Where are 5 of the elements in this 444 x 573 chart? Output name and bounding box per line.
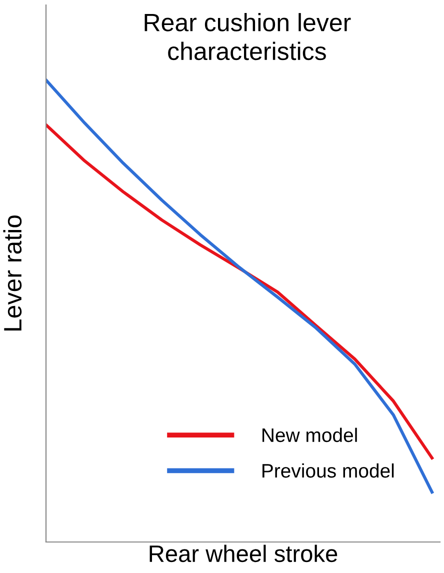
legend-label: Previous model	[262, 463, 394, 478]
y-axis-title: Lever ratio	[3, 215, 22, 330]
x-axis-title: Rear wheel stroke	[150, 544, 338, 562]
legend-label: New model	[262, 428, 357, 442]
chart-title: Rear cushion lever characteristics	[144, 13, 351, 60]
